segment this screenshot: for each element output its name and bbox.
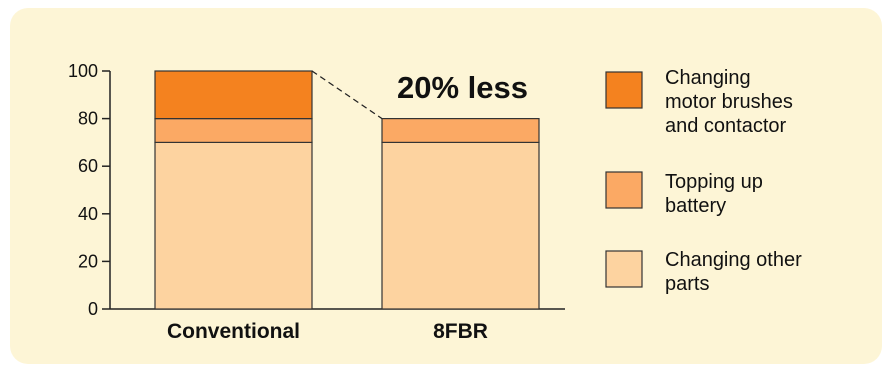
bar-segment-0-1 xyxy=(154,117,313,143)
bars-group xyxy=(154,70,540,310)
bar-segment-1-1 xyxy=(381,117,540,143)
legend-swatch xyxy=(605,71,643,109)
reduction-connector-line xyxy=(311,70,383,120)
bar-segment-0-0 xyxy=(154,141,313,310)
category-labels-group: Conventional 8FBR xyxy=(167,320,488,343)
x-category-label: Conventional xyxy=(167,320,300,343)
bar-segment-1-0 xyxy=(381,141,540,310)
annotation-group: 20% less xyxy=(311,70,528,120)
y-tick-label: 20 xyxy=(78,251,98,271)
bar-segment-0-2 xyxy=(154,70,313,120)
y-tick-label: 0 xyxy=(88,299,98,319)
legend-swatch xyxy=(605,250,643,288)
legend-group: Changing motor brushes and contactor Toppin… xyxy=(605,67,802,295)
y-tick-label: 40 xyxy=(78,204,98,224)
y-tick-label: 100 xyxy=(68,61,98,81)
legend-swatch xyxy=(605,171,643,209)
x-category-label: 8FBR xyxy=(433,320,488,343)
y-tick-label: 60 xyxy=(78,156,98,176)
y-tick-labels-group: 0 20 40 60 80 100 xyxy=(68,61,98,319)
y-tick-label: 80 xyxy=(78,109,98,129)
legend-label: Changing motor brushes and contactor xyxy=(665,67,793,137)
legend-label: Changing other parts xyxy=(665,249,802,295)
legend-label: Topping up battery xyxy=(665,171,763,217)
annotation-text: 20% less xyxy=(397,70,528,105)
